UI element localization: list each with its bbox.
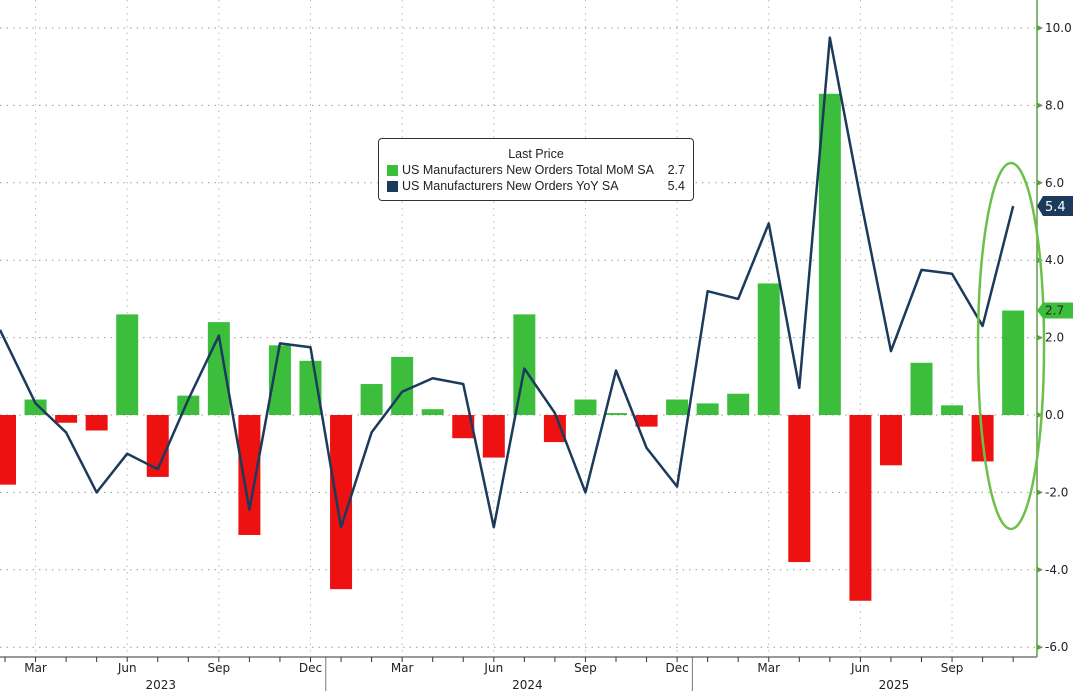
bar xyxy=(391,356,414,415)
bar xyxy=(574,399,597,415)
y-tick-label: -4.0 xyxy=(1045,563,1068,577)
x-tick-label: Sep xyxy=(941,661,964,675)
x-tick-label: Jun xyxy=(483,661,503,675)
legend: Last Price US Manufacturers New Orders T… xyxy=(378,138,694,201)
legend-title: Last Price xyxy=(508,147,564,161)
last-value-tag-yoy xyxy=(1037,196,1073,217)
x-tick-label: Dec xyxy=(299,661,322,675)
bar xyxy=(818,93,841,415)
bar xyxy=(1002,310,1025,415)
bar xyxy=(238,415,261,535)
bar xyxy=(55,415,78,423)
bar xyxy=(696,403,719,415)
x-tick-label: Mar xyxy=(757,661,780,675)
legend-value-yoy: 5.4 xyxy=(667,179,685,193)
x-tick-label: Jun xyxy=(850,661,870,675)
bar xyxy=(941,405,964,415)
y-tick-label: 10.0 xyxy=(1045,21,1072,35)
bar xyxy=(146,415,169,477)
y-tick-mark xyxy=(1037,179,1043,186)
bar xyxy=(452,415,475,439)
y-tick-label: -2.0 xyxy=(1045,485,1068,499)
y-tick-mark xyxy=(1037,412,1043,418)
bar xyxy=(330,415,353,590)
bar xyxy=(85,415,108,431)
highlight-ellipse xyxy=(976,161,1046,531)
y-tick-mark xyxy=(1037,566,1043,573)
x-year-label: 2024 xyxy=(512,678,543,691)
bar xyxy=(513,314,536,415)
bar xyxy=(605,413,627,415)
bar xyxy=(24,399,47,415)
y-tick-mark xyxy=(1037,334,1043,341)
legend-value-mom: 2.7 xyxy=(667,163,685,177)
legend-label-mom: US Manufacturers New Orders Total MoM SA xyxy=(402,163,654,177)
y-tick-label: 4.0 xyxy=(1045,253,1064,267)
x-tick-label: Sep xyxy=(574,661,597,675)
last-value-tag-mom xyxy=(1037,302,1073,319)
bar xyxy=(788,415,811,563)
x-tick-label: Mar xyxy=(391,661,414,675)
y-tick-label: 0.0 xyxy=(1045,408,1064,422)
x-tick-label: Jun xyxy=(117,661,137,675)
bar xyxy=(910,362,933,415)
y-tick-mark xyxy=(1037,489,1043,496)
legend-label-yoy: US Manufacturers New Orders YoY SA xyxy=(402,179,619,193)
bar xyxy=(116,314,139,415)
bar xyxy=(666,399,689,415)
y-tick-label: 6.0 xyxy=(1045,176,1064,190)
bar xyxy=(757,283,780,415)
bar xyxy=(268,345,291,415)
bar xyxy=(421,409,444,415)
bar xyxy=(360,384,383,415)
bar xyxy=(543,415,566,443)
bar xyxy=(879,415,902,466)
x-tick-label: Sep xyxy=(208,661,231,675)
x-tick-label: Mar xyxy=(24,661,47,675)
x-tick-label: Dec xyxy=(665,661,688,675)
x-year-label: 2025 xyxy=(879,678,910,691)
last-value-text-yoy: 5.4 xyxy=(1045,200,1066,215)
legend-swatch-mom xyxy=(387,164,398,176)
bar xyxy=(482,415,505,458)
y-tick-mark xyxy=(1037,25,1043,31)
legend-item-mom: US Manufacturers New Orders Total MoM SA… xyxy=(387,162,685,178)
y-tick-label: 8.0 xyxy=(1045,98,1064,112)
bar xyxy=(727,393,750,415)
bar xyxy=(849,415,872,601)
legend-item-yoy: US Manufacturers New Orders YoY SA 5.4 xyxy=(387,178,685,194)
last-value-text-mom: 2.7 xyxy=(1045,304,1064,318)
bar xyxy=(635,415,658,427)
y-tick-label: 2.0 xyxy=(1045,331,1064,345)
y-tick-label: -6.0 xyxy=(1045,640,1068,654)
legend-swatch-yoy xyxy=(387,180,398,192)
y-tick-mark xyxy=(1037,644,1043,651)
yoy-line xyxy=(0,36,1015,529)
y-tick-mark xyxy=(1037,102,1043,109)
x-year-label: 2023 xyxy=(145,678,176,691)
bar xyxy=(0,415,16,485)
